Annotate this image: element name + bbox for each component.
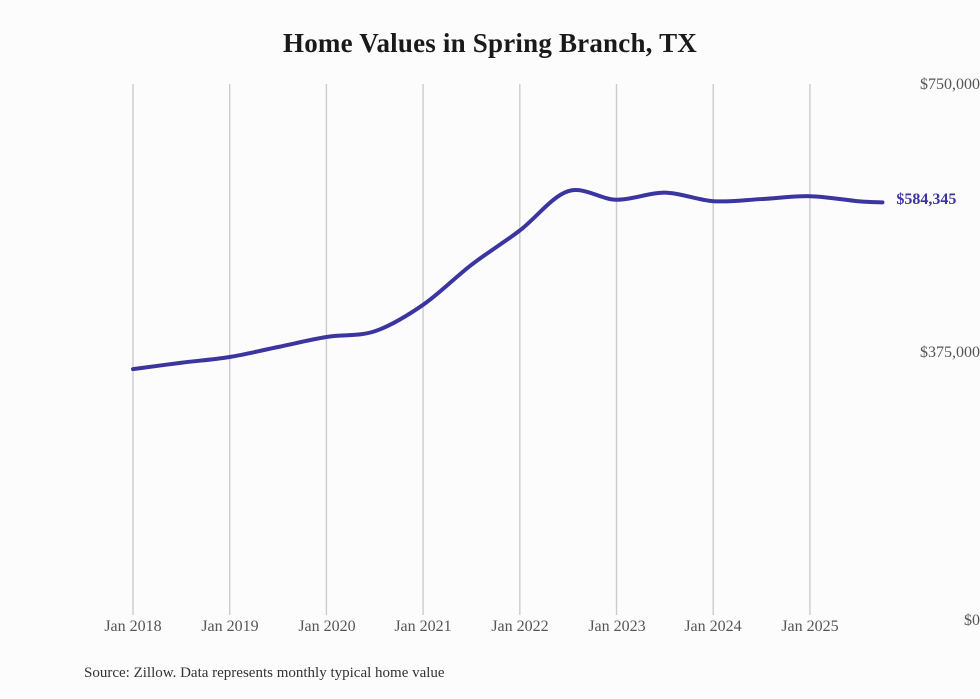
x-axis-tick-jan-2021: Jan 2021 [394, 618, 452, 635]
source-note: Source: Zillow. Data represents monthly … [84, 665, 445, 681]
y-axis-tick-750000: $750,000 [920, 76, 980, 93]
home-value-line-series [131, 188, 885, 372]
axis-tick-marks [132, 605, 811, 615]
x-axis-tick-jan-2020: Jan 2020 [298, 618, 356, 635]
x-axis-tick-jan-2019: Jan 2019 [201, 618, 259, 635]
gridlines [132, 84, 811, 605]
x-axis-tick-jan-2025: Jan 2025 [781, 618, 839, 635]
end-value-annotation: $584,345 [896, 191, 957, 209]
y-axis-tick-0: $0 [964, 612, 980, 629]
x-axis-tick-jan-2023: Jan 2023 [588, 618, 646, 635]
y-axis-tick-375000: $375,000 [920, 344, 980, 361]
chart-title: Home Values in Spring Branch, TX [283, 28, 697, 58]
x-axis-tick-jan-2024: Jan 2024 [684, 618, 742, 635]
x-axis-tick-jan-2018: Jan 2018 [104, 618, 162, 635]
x-axis-tick-jan-2022: Jan 2022 [491, 618, 549, 635]
